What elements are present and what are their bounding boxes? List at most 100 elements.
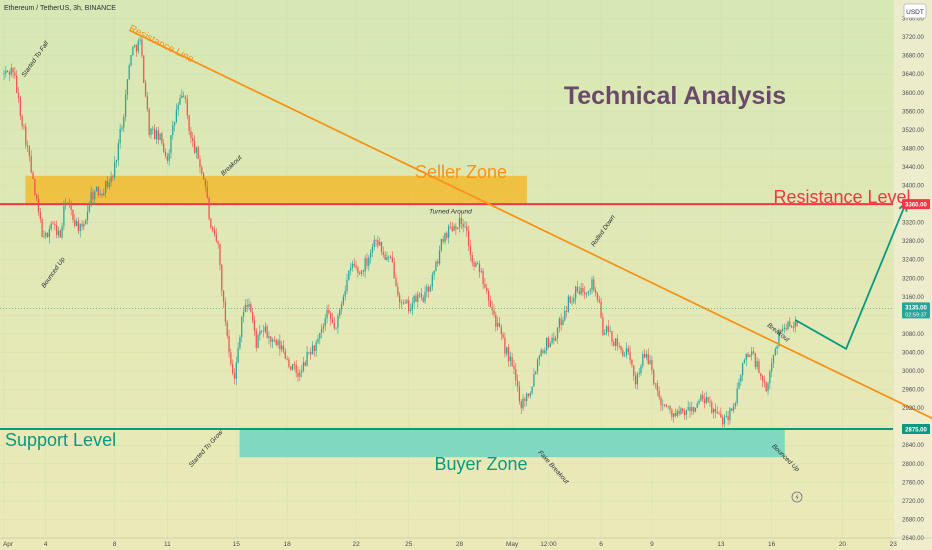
currency-button[interactable]: USDT [903, 3, 927, 19]
candle [723, 416, 726, 425]
price-tick-label: 2920.00 [902, 406, 924, 412]
candle [170, 135, 172, 154]
candle [23, 125, 25, 127]
time-tick-label: 6 [599, 541, 603, 548]
candle [665, 404, 668, 407]
candle [542, 350, 544, 354]
candle [110, 176, 112, 183]
candle [320, 328, 323, 333]
candle [186, 99, 188, 116]
price-tick-label: 3320.00 [902, 221, 924, 227]
candle [482, 271, 484, 285]
candle [796, 321, 798, 326]
candle [500, 326, 502, 335]
candle [560, 318, 562, 326]
price-tick-label: 2720.00 [902, 499, 924, 505]
candle [213, 229, 216, 235]
time-tick-label: 4 [44, 541, 48, 548]
candle [604, 333, 606, 335]
candle [751, 351, 753, 356]
candle [513, 365, 515, 369]
candle [346, 279, 348, 291]
candle [77, 221, 80, 232]
candle [790, 326, 793, 328]
candle [3, 73, 5, 75]
lightning-bolt-icon[interactable] [791, 491, 803, 503]
candle [551, 337, 553, 344]
current-price-countdown: 02:59:37 [905, 312, 926, 318]
price-level-tag [902, 199, 930, 210]
candle [244, 304, 247, 313]
candle [157, 130, 159, 140]
candle [43, 236, 45, 238]
candle [702, 395, 704, 400]
time-tick-label: 9 [650, 541, 654, 548]
candle [460, 217, 462, 224]
candle [781, 328, 784, 332]
candle [250, 304, 252, 313]
candle [106, 181, 109, 187]
candle [402, 302, 404, 304]
currency-label: USDT [906, 9, 924, 16]
candle [315, 341, 317, 351]
candle [569, 296, 571, 303]
candle [8, 72, 11, 75]
candle [767, 383, 769, 392]
candle [108, 182, 110, 187]
candle [743, 359, 746, 364]
candle [654, 383, 657, 385]
candle [780, 330, 782, 332]
candle [535, 371, 537, 375]
candle [317, 338, 319, 342]
candle [466, 226, 468, 231]
candle [496, 323, 499, 327]
candle [275, 339, 277, 345]
price-axis-panel [893, 0, 932, 550]
candle [455, 226, 457, 229]
candle [616, 338, 619, 347]
candle [538, 356, 541, 360]
candle [458, 217, 461, 228]
candle [12, 67, 14, 73]
candle [404, 302, 406, 304]
candle [300, 370, 303, 373]
candle [34, 179, 36, 195]
candle [208, 197, 210, 219]
candle [487, 291, 490, 301]
candle [28, 146, 31, 157]
current-price-tag [902, 302, 930, 319]
candle [81, 223, 83, 227]
candle [239, 337, 241, 348]
time-axis: Apr 4 8 11 15 18 22 25 28 May 12:00 6 9 13 16 20 23 [0, 537, 932, 548]
candle [741, 363, 744, 376]
candle [553, 337, 555, 341]
price-axis: 3760.00 3720.00 3680.00 3640.00 3600.00 3560.… [0, 17, 930, 542]
candle [700, 395, 702, 401]
candle [115, 159, 118, 162]
candle [48, 228, 51, 238]
candle [740, 375, 742, 382]
candle [545, 337, 548, 351]
candle [772, 355, 775, 364]
time-tick-label: Apr [3, 541, 14, 548]
candle [342, 296, 345, 305]
candle [658, 390, 660, 398]
candle [522, 398, 524, 409]
price-tick-label: 3560.00 [902, 109, 924, 115]
candle [575, 286, 577, 299]
candle [175, 109, 178, 122]
candle [94, 191, 96, 200]
candle [382, 252, 384, 255]
candle [331, 319, 334, 324]
candle [562, 320, 564, 326]
candle [270, 336, 272, 342]
candle [375, 240, 377, 241]
candle [758, 361, 760, 374]
candle [6, 70, 9, 73]
candle [429, 286, 432, 292]
candle [322, 326, 325, 329]
candle [74, 219, 76, 226]
candle [241, 316, 243, 338]
candle [86, 211, 89, 221]
candle [353, 263, 355, 266]
